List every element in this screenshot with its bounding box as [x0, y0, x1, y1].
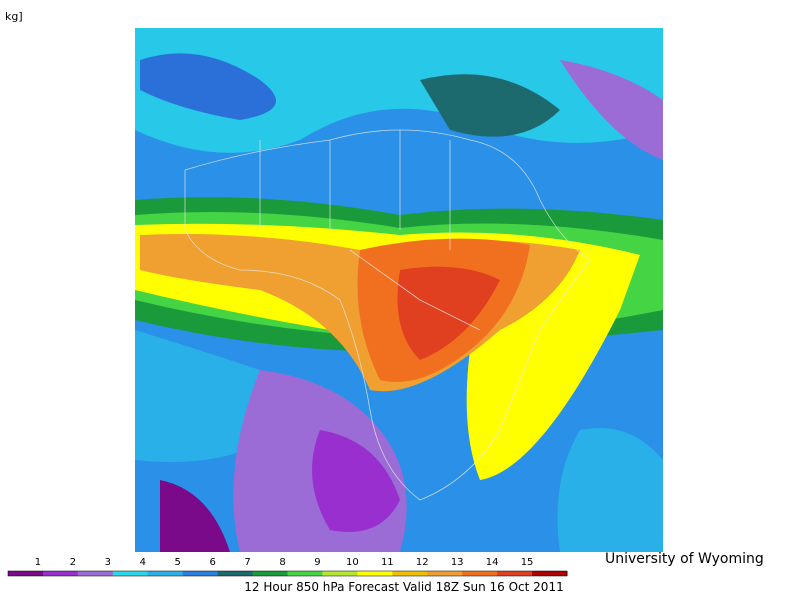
color-bar-label: 1 — [35, 557, 41, 568]
caption: 12 Hour 850 hPa Forecast Valid 18Z Sun 1… — [244, 580, 563, 594]
unit-label: kg] — [5, 10, 23, 23]
color-bar-label: 5 — [175, 557, 181, 568]
color-bar-label: 11 — [381, 557, 394, 568]
color-bar-segment — [217, 571, 254, 576]
color-bar-segment — [287, 571, 323, 576]
color-bar-segment — [427, 571, 463, 576]
map — [135, 28, 663, 552]
color-bar-label: 14 — [486, 557, 499, 568]
color-bar-label: 3 — [105, 557, 111, 568]
color-bar-label: 4 — [140, 557, 146, 568]
color-bar-label: 13 — [451, 557, 464, 568]
color-bar-label: 12 — [416, 557, 429, 568]
credit: University of Wyoming — [605, 551, 764, 567]
color-bar-label: 7 — [244, 557, 250, 568]
color-bar-label: 2 — [70, 557, 76, 568]
color-bar-label: 15 — [521, 557, 534, 568]
color-bar-segment — [147, 571, 184, 576]
color-bar-segment — [392, 571, 428, 576]
color-bar-segment — [77, 571, 114, 576]
color-bar-label: 9 — [314, 557, 320, 568]
color-bar-label: 8 — [279, 557, 285, 568]
color-bar-segment — [357, 571, 393, 576]
color-bar-segment — [42, 571, 79, 576]
color-bar-segment — [182, 571, 219, 576]
color-bar-segment — [252, 571, 288, 576]
color-bar-segment — [8, 571, 44, 576]
color-bar-border — [7, 570, 568, 577]
color-bar-segment — [112, 571, 149, 576]
color-bar: 1 2 3 4 5 6 7 8 9 10 11 12 13 14 15 — [7, 557, 568, 577]
color-bar-label: 10 — [346, 557, 359, 568]
color-bar-label: 6 — [209, 557, 215, 568]
color-bar-segment — [497, 571, 533, 576]
color-bar-segment — [322, 571, 358, 576]
color-bar-segment — [532, 571, 568, 576]
color-bar-segment — [462, 571, 498, 576]
